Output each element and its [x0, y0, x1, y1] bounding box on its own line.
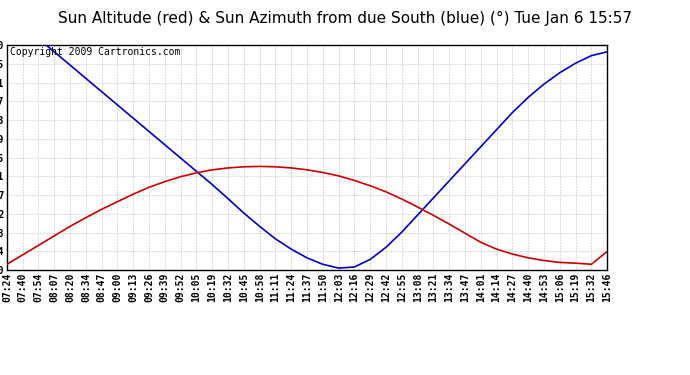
Text: Copyright 2009 Cartronics.com: Copyright 2009 Cartronics.com: [10, 47, 180, 57]
Text: Sun Altitude (red) & Sun Azimuth from due South (blue) (°) Tue Jan 6 15:57: Sun Altitude (red) & Sun Azimuth from du…: [58, 11, 632, 26]
